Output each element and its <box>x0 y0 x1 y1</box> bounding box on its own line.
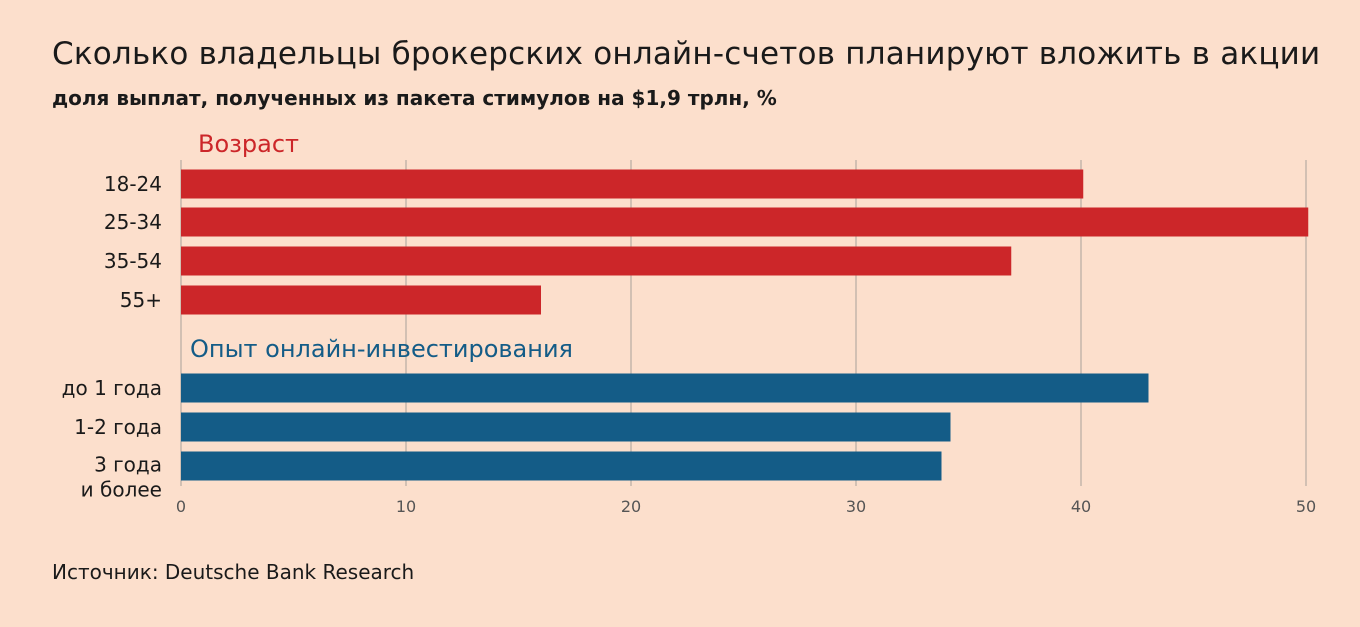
source-note: Источник: Deutsche Bank Research <box>52 560 415 584</box>
tick-label-30: 30 <box>846 497 866 516</box>
group-label-1: Опыт онлайн-инвестирования <box>190 335 573 363</box>
bar-0-1 <box>181 207 1309 237</box>
bar-0-2 <box>181 246 1012 276</box>
bar-1-2 <box>181 451 942 481</box>
category-label-0-3: 55+ <box>120 288 162 312</box>
tick-label-20: 20 <box>621 497 641 516</box>
bar-1-1 <box>181 412 951 442</box>
category-label-0-2: 35-54 <box>104 249 162 273</box>
bars <box>181 169 1309 481</box>
tick-labels: 0 10 20 30 40 50 <box>176 497 1316 516</box>
bar-1-0 <box>181 373 1149 403</box>
category-label-0-1: 25-34 <box>104 210 162 234</box>
group-label-0: Возраст <box>198 130 299 158</box>
category-labels: 18-24 25-34 35-54 55+ до 1 года 1-2 года 3 год… <box>62 172 162 502</box>
chart-subtitle: доля выплат, полученных из пакета стимул… <box>52 86 777 110</box>
bar-0-3 <box>181 285 541 315</box>
tick-label-0: 0 <box>176 497 186 516</box>
category-label-1-1: 1-2 года <box>74 415 162 439</box>
chart-title: Сколько владельцы брокерских онлайн-счет… <box>52 36 1321 72</box>
group-labels: Возраст Опыт онлайн-инвестирования <box>190 130 573 363</box>
category-label-0-0: 18-24 <box>104 172 162 196</box>
tick-label-50: 50 <box>1296 497 1316 516</box>
category-label-1-2: 3 года и более <box>81 453 162 502</box>
bar-0-0 <box>181 169 1084 199</box>
category-label-1-0: до 1 года <box>62 376 162 400</box>
tick-label-40: 40 <box>1071 497 1091 516</box>
tick-label-10: 10 <box>396 497 416 516</box>
